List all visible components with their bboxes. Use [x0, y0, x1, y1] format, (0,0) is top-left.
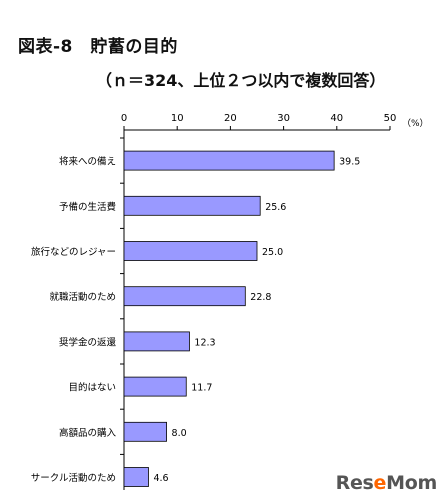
bar — [123, 286, 246, 307]
chart-subtitle: （ｎ＝324、上位２つ以内で複数回答） — [96, 71, 386, 90]
bar — [123, 241, 258, 261]
bar — [123, 195, 261, 216]
x-tick-label: 50 — [384, 113, 397, 124]
value-label: 11.7 — [191, 383, 212, 394]
category-label: 奨学金の返還 — [59, 336, 117, 348]
category-label: 高額品の購入 — [59, 427, 117, 439]
x-tick-label: 10 — [171, 113, 184, 124]
bar — [123, 467, 149, 487]
x-tick-label: 30 — [277, 113, 290, 124]
resemom-watermark-logo: ReseMom — [335, 472, 438, 494]
category-label: 予備の生活費 — [59, 201, 116, 213]
category-label: 就職活動のため — [49, 291, 116, 303]
category-label: 旅行などのレジャー — [31, 246, 116, 258]
chart-title: 図表-8 貯蓄の目的 — [18, 37, 178, 57]
value-label: 8.0 — [172, 428, 187, 439]
bar — [123, 376, 187, 397]
x-unit-label: （%） — [402, 118, 429, 129]
bar — [123, 331, 190, 352]
x-tick-label: 20 — [224, 113, 237, 124]
value-label: 22.8 — [250, 292, 271, 303]
value-label: 39.5 — [339, 157, 360, 168]
value-label: 25.0 — [262, 247, 283, 258]
category-label: 目的はない — [68, 382, 116, 394]
bar — [123, 421, 167, 442]
value-label: 4.6 — [153, 473, 168, 484]
x-tick-label: 0 — [121, 113, 127, 124]
value-label: 25.6 — [265, 202, 286, 213]
value-label: 12.3 — [194, 337, 215, 348]
bar — [123, 150, 335, 171]
category-label: サークル活動のため — [31, 472, 116, 484]
category-label: 将来への備え — [59, 156, 116, 168]
x-tick-label: 40 — [330, 113, 343, 124]
